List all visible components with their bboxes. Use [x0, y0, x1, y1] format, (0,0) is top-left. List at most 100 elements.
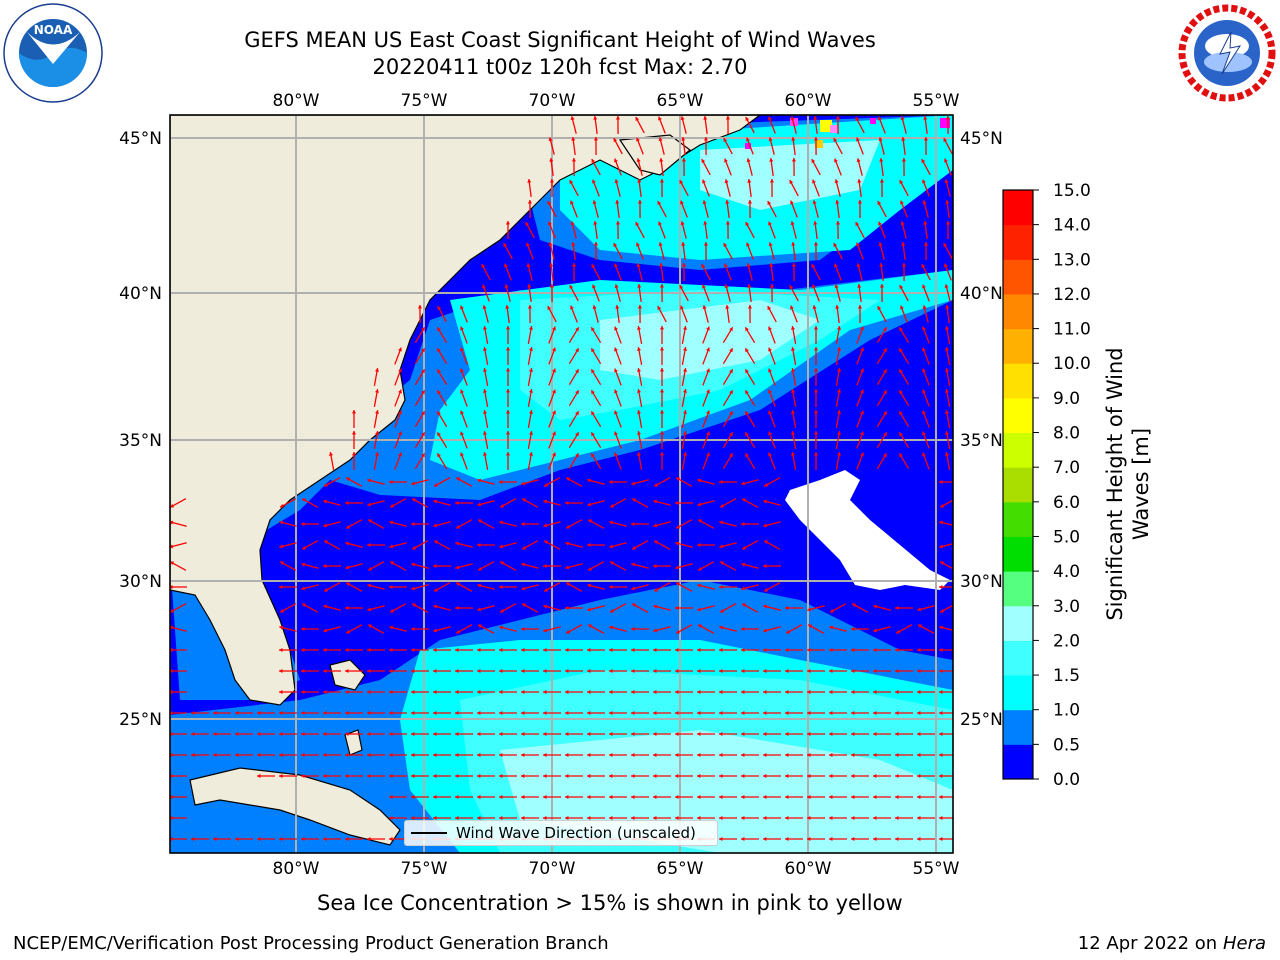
wind-wave-arrow [876, 389, 888, 407]
wind-wave-arrow [590, 347, 602, 365]
wind-wave-arrow [460, 326, 468, 344]
wind-wave-arrow [944, 368, 951, 386]
wind-wave-arrow [323, 626, 341, 633]
wind-wave-arrow [592, 179, 600, 197]
wind-wave-arrow [590, 452, 602, 470]
wind-wave-arrow [811, 263, 821, 281]
wind-wave-arrow [481, 263, 491, 281]
wind-wave-arrow [499, 794, 517, 800]
wind-wave-arrow [719, 710, 737, 716]
wind-wave-arrow [279, 584, 297, 590]
wind-wave-arrow [499, 603, 517, 613]
wind-wave-arrow [939, 604, 953, 613]
wind-wave-arrow [499, 561, 517, 571]
lat-tick-left-label: 25°N [119, 710, 162, 730]
wind-wave-arrow [615, 304, 620, 324]
wind-wave-arrow [763, 626, 781, 633]
wind-wave-arrow [615, 220, 621, 240]
wind-wave-arrow [659, 389, 665, 407]
wind-wave-arrow [807, 668, 825, 674]
colorbar-segment [1003, 605, 1033, 641]
wind-wave-arrow [917, 773, 935, 779]
wind-wave-arrow [345, 582, 363, 592]
wind-wave-arrow [917, 752, 935, 758]
wind-wave-arrow [944, 389, 951, 407]
wind-wave-arrow [675, 668, 693, 674]
wind-wave-arrow [719, 668, 737, 674]
wind-wave-arrow [565, 710, 583, 716]
wind-wave-arrow [521, 689, 539, 695]
wind-wave-arrow [527, 347, 534, 365]
wind-wave-arrow [548, 368, 556, 386]
wind-wave-arrow [697, 542, 715, 548]
wind-wave-arrow [323, 477, 341, 487]
wind-wave-arrow [681, 452, 688, 470]
wind-wave-arrow [235, 752, 253, 758]
wind-wave-arrow [279, 710, 297, 716]
wind-wave-arrow [653, 815, 671, 821]
wind-wave-arrow [477, 583, 495, 590]
wind-wave-arrow [789, 284, 799, 302]
wind-wave-arrow [521, 794, 539, 800]
wind-wave-arrow [590, 326, 602, 344]
wind-wave-arrow [631, 689, 649, 695]
wind-wave-arrow [548, 347, 556, 365]
wind-wave-arrow [724, 263, 732, 281]
wind-wave-arrow [653, 521, 671, 528]
wind-wave-arrow [746, 158, 753, 176]
wind-wave-arrow [895, 689, 913, 695]
colorbar-tick-label: 0.5 [1053, 735, 1080, 755]
wind-wave-arrow [455, 752, 473, 758]
wind-wave-arrow [851, 689, 869, 695]
wind-wave-arrow [477, 647, 495, 653]
wind-wave-arrow [565, 582, 583, 592]
wind-wave-arrow [785, 710, 803, 716]
wind-wave-arrow [768, 410, 776, 428]
wind-wave-arrow [499, 479, 517, 485]
wind-wave-arrow [697, 710, 715, 716]
wind-wave-arrow [614, 389, 622, 407]
wind-wave-arrow [631, 668, 649, 674]
wind-wave-arrow [901, 262, 907, 282]
wind-wave-arrow [876, 410, 888, 428]
wind-wave-arrow [813, 431, 819, 449]
wind-wave-arrow [301, 584, 319, 591]
colorbar-tick-label: 13.0 [1053, 250, 1091, 270]
wind-wave-arrow [351, 431, 357, 449]
wind-wave-arrow [675, 689, 693, 695]
wind-wave-arrow [922, 305, 929, 323]
wind-wave-arrow [681, 136, 686, 156]
wind-wave-arrow [543, 626, 561, 633]
wind-wave-arrow [455, 794, 473, 800]
wind-wave-arrow [301, 540, 319, 550]
wind-wave-arrow [741, 603, 759, 613]
wind-wave-arrow [257, 731, 275, 737]
wind-wave-arrow [587, 710, 605, 716]
wind-wave-arrow [922, 389, 930, 407]
wind-wave-arrow [367, 731, 385, 737]
wind-wave-arrow [744, 431, 756, 449]
wind-wave-arrow [170, 731, 187, 737]
wind-wave-arrow [565, 605, 583, 611]
wind-wave-arrow [477, 605, 495, 612]
wind-wave-arrow [565, 647, 583, 653]
wind-wave-arrow [939, 543, 953, 549]
wind-wave-arrow [763, 731, 781, 737]
wind-wave-arrow [835, 410, 842, 428]
wind-wave-arrow [636, 326, 643, 344]
wind-wave-arrow [829, 836, 847, 842]
wind-wave-arrow [411, 498, 429, 508]
colorbar-segment [1003, 571, 1033, 607]
wind-wave-arrow [631, 521, 649, 527]
wind-wave-arrow [279, 752, 297, 758]
wind-wave-arrow [414, 347, 426, 365]
wind-wave-arrow [477, 752, 495, 758]
wind-wave-arrow [587, 647, 605, 653]
wind-wave-arrow [587, 542, 605, 548]
wind-wave-arrow [745, 221, 755, 239]
wind-wave-arrow [455, 500, 473, 506]
wind-wave-arrow [323, 752, 341, 758]
wind-wave-arrow [411, 584, 429, 591]
wind-wave-arrow [587, 583, 605, 590]
wind-wave-arrow [389, 584, 407, 590]
